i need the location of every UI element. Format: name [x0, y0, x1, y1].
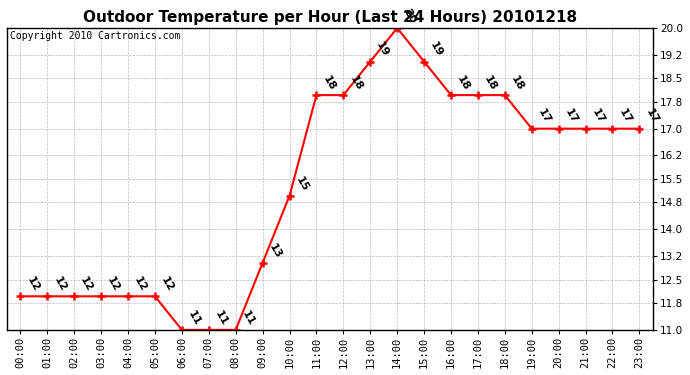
Text: 18: 18 [482, 74, 498, 92]
Text: 12: 12 [25, 275, 41, 294]
Text: 20: 20 [402, 7, 417, 25]
Text: 18: 18 [348, 74, 364, 92]
Text: 12: 12 [79, 275, 95, 294]
Text: 19: 19 [428, 40, 445, 59]
Text: 18: 18 [509, 74, 525, 92]
Text: 18: 18 [455, 74, 471, 92]
Text: 17: 17 [536, 108, 552, 126]
Text: Copyright 2010 Cartronics.com: Copyright 2010 Cartronics.com [10, 31, 181, 41]
Text: 19: 19 [375, 40, 391, 59]
Text: 17: 17 [590, 108, 606, 126]
Title: Outdoor Temperature per Hour (Last 24 Hours) 20101218: Outdoor Temperature per Hour (Last 24 Ho… [83, 10, 577, 26]
Text: 12: 12 [106, 275, 121, 294]
Text: 12: 12 [52, 275, 68, 294]
Text: 12: 12 [159, 275, 175, 294]
Text: 17: 17 [644, 108, 660, 126]
Text: 15: 15 [294, 175, 310, 193]
Text: 18: 18 [321, 74, 337, 92]
Text: 11: 11 [240, 309, 256, 327]
Text: 17: 17 [617, 108, 633, 126]
Text: 12: 12 [132, 275, 148, 294]
Text: 11: 11 [213, 309, 229, 327]
Text: 17: 17 [563, 108, 579, 126]
Text: 11: 11 [186, 309, 202, 327]
Text: 13: 13 [267, 242, 283, 260]
